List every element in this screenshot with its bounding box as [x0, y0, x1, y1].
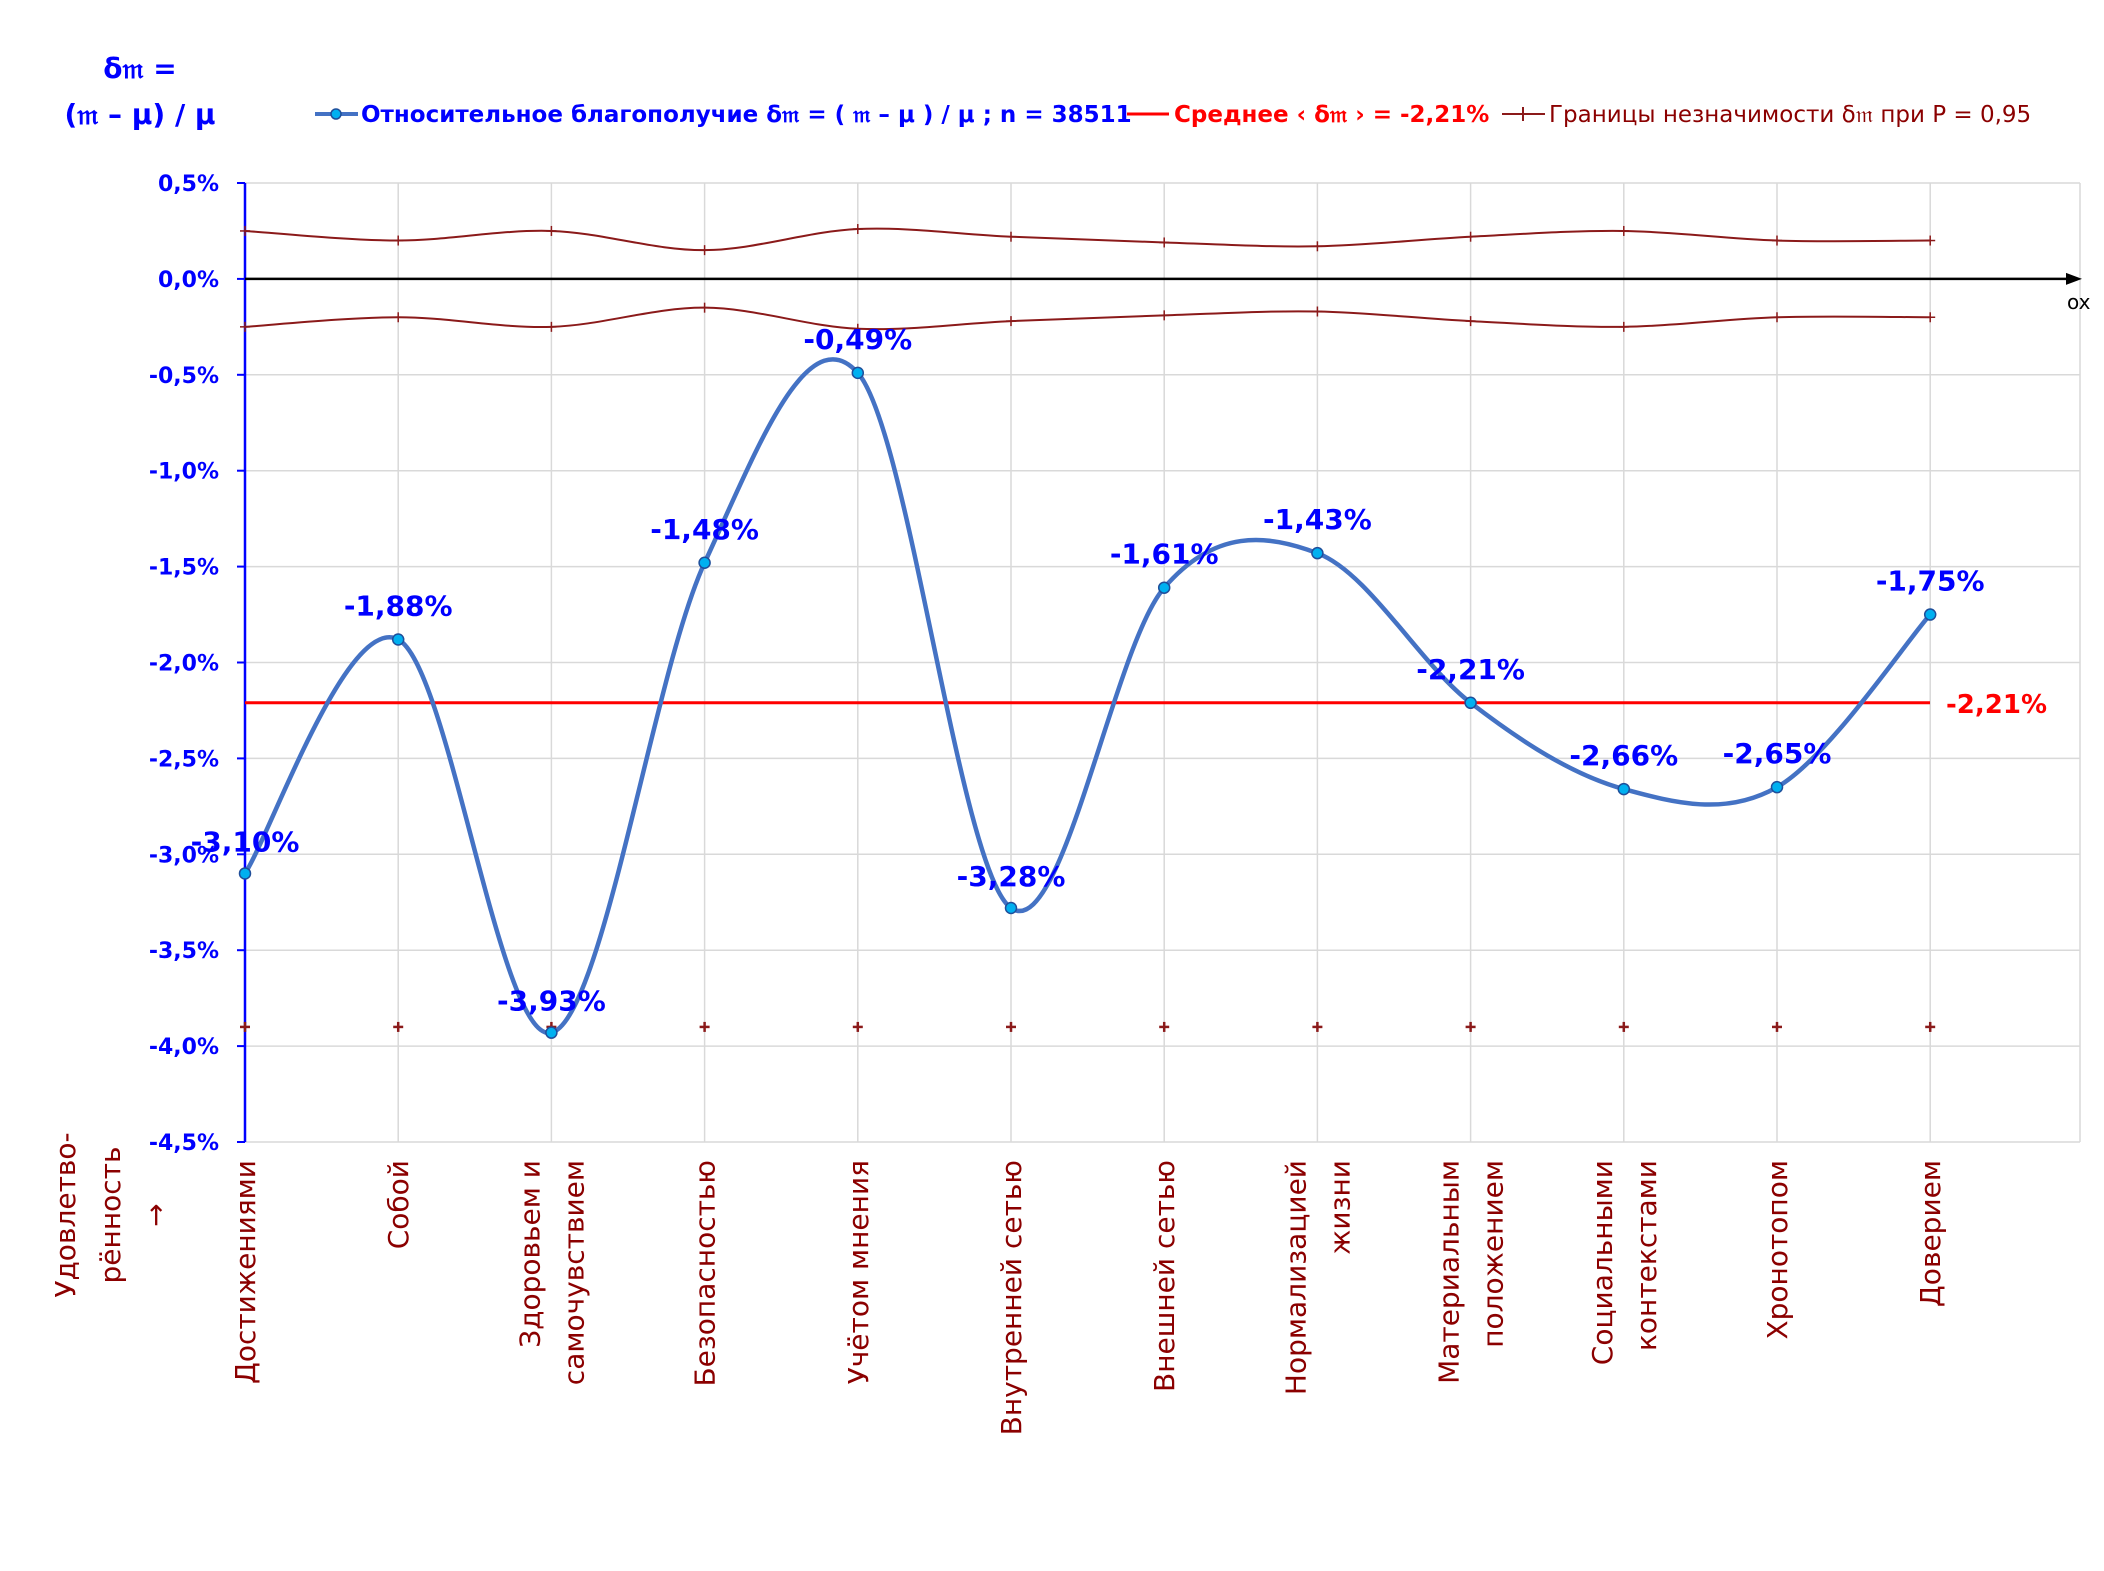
category-4: Учётом мнения [842, 1160, 875, 1384]
category-label-6-0: Внешней сетью [1148, 1160, 1181, 1392]
data-point-3 [698, 556, 711, 570]
category-0: Достижениями [229, 1160, 262, 1384]
category-8: Материальным положением [1433, 1160, 1510, 1384]
y-axis-title-line2: (𝔪 – μ) / μ [64, 98, 215, 131]
category-label-7-1: жизни [1323, 1160, 1356, 1255]
y-tick-label-7: -3,0% [149, 843, 219, 868]
data-label-1: -1,88% [344, 589, 453, 622]
data-label-7: -1,43% [1263, 503, 1372, 536]
category-label-3-0: Безопасностью [689, 1160, 722, 1387]
category-label-0-0: Достижениями [229, 1160, 262, 1384]
category-11: Доверием [1914, 1160, 1947, 1307]
category-label-8-0: Материальным [1433, 1160, 1466, 1384]
data-point-9 [1617, 782, 1631, 796]
category-labels: Достижениями Собой Здоровьем и самочувствие… [229, 1160, 1947, 1435]
legend-mean-label: Среднее ‹ δ𝔪 › = -2,21% [1174, 102, 1489, 128]
side-label-line2: рённость [94, 1147, 127, 1284]
y-tick-label-0: 0,5% [158, 172, 219, 197]
data-point-7 [1311, 546, 1324, 560]
data-point-5 [1004, 901, 1018, 915]
data-point-1 [391, 633, 405, 646]
category-label-2-1: самочувствием [557, 1160, 590, 1385]
category-10: Хронотопом [1761, 1160, 1794, 1340]
data-label-8: -2,21% [1416, 653, 1525, 686]
category-5: Внутренней сетью [995, 1160, 1028, 1435]
category-6: Внешней сетью [1148, 1160, 1181, 1392]
category-label-7-0: Нормализацией [1279, 1160, 1312, 1395]
y-tick-label-2: -0,5% [149, 364, 219, 389]
y-axis-title-line1: δ𝔪 = [103, 52, 177, 85]
category-label-2-0: Здоровьем и [513, 1160, 546, 1348]
category-2: Здоровьем и самочувствием [513, 1160, 590, 1385]
legend-series-label: Относительное благополучие δ𝔪 = ( 𝔪 – μ … [361, 102, 1132, 128]
y-tick-label-5: -2,0% [149, 652, 219, 677]
y-tick-label-3: -1,0% [149, 460, 219, 485]
bottom-markers [240, 1021, 1936, 1032]
category-label-1-0: Собой [382, 1160, 415, 1249]
zero-axis-arrow [2066, 272, 2082, 285]
category-label-11-0: Доверием [1914, 1160, 1947, 1307]
bound-lower-line [244, 306, 1931, 331]
ox-label: ox [2067, 290, 2091, 314]
data-point-11 [1923, 608, 1937, 621]
y-tick-label-4: -1,5% [149, 556, 219, 581]
data-labels: -3,10% -1,88% -3,93% -1,48% -0,49% -3,28% -1,6… [191, 323, 1985, 1018]
data-label-4: -0,49% [803, 323, 912, 356]
data-point-4 [851, 366, 865, 380]
y-tick-label-8: -3,5% [149, 939, 219, 964]
data-point-0 [238, 867, 252, 880]
data-point-2 [545, 1026, 558, 1039]
data-point-6 [1157, 581, 1171, 594]
data-label-9: -2,66% [1569, 739, 1678, 772]
y-tick-label-6: -2,5% [149, 747, 219, 772]
side-label: Удовлетво- рённость → [49, 1132, 172, 1297]
y-tick-label-10: -4,5% [149, 1131, 219, 1156]
data-point-10 [1770, 780, 1784, 794]
series-wellbeing [238, 357, 1937, 1039]
data-label-5: -3,28% [957, 860, 1066, 893]
significance-bounds [240, 224, 1936, 334]
legend-bounds-label: Границы незначимости δ𝔪 при P = 0,95 [1549, 102, 2031, 128]
category-label-9-1: контекстами [1630, 1160, 1663, 1351]
legend-series-marker [330, 108, 342, 120]
category-label-5-0: Внутренней сетью [995, 1160, 1028, 1435]
data-label-3: -1,48% [650, 513, 759, 546]
category-label-9-0: Социальными [1586, 1160, 1619, 1365]
data-point-8 [1464, 696, 1477, 710]
category-1: Собой [382, 1160, 415, 1249]
side-label-arrow: → [139, 1203, 172, 1226]
category-3: Безопасностью [689, 1160, 722, 1387]
side-label-line1: Удовлетво- [49, 1132, 82, 1297]
y-tick-label-1: 0,0% [158, 268, 219, 293]
zero-axis: ox [245, 272, 2091, 314]
mean-line-group: -2,21% [245, 690, 2047, 720]
data-label-0: -3,10% [191, 825, 300, 858]
category-label-10-0: Хронотопом [1761, 1160, 1794, 1340]
data-label-2: -3,93% [497, 985, 606, 1018]
legend: Относительное благополучие δ𝔪 = ( 𝔪 – μ … [315, 102, 2031, 128]
y-axis-ticks: 0,5% 0,0% -0,5% -1,0% -1,5% -2,0% -2,5% -3,0% -3… [149, 172, 247, 1156]
category-label-4-0: Учётом мнения [842, 1160, 875, 1384]
category-label-8-1: положением [1477, 1160, 1510, 1348]
category-7: Нормализацией жизни [1279, 1160, 1356, 1395]
data-label-11: -1,75% [1876, 565, 1985, 598]
series-line [243, 357, 1932, 1035]
mean-value-label: -2,21% [1946, 690, 2047, 720]
y-tick-label-9: -4,0% [149, 1035, 219, 1060]
category-9: Социальными контекстами [1586, 1160, 1663, 1365]
data-label-10: -2,65% [1723, 737, 1832, 770]
bound-upper-line [244, 227, 1931, 252]
data-label-6: -1,61% [1110, 538, 1219, 571]
